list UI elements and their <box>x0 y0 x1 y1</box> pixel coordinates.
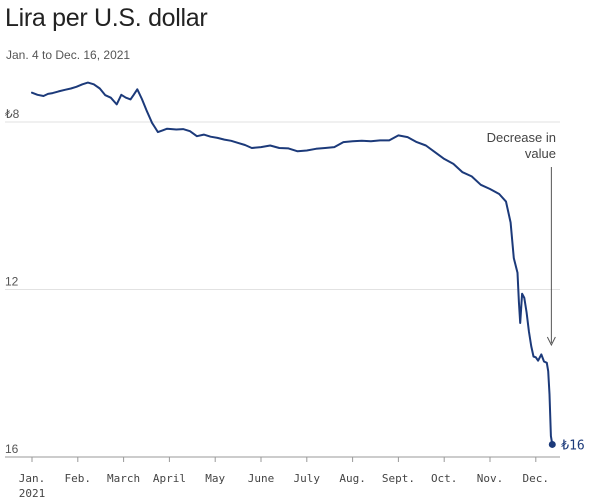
end-point-marker <box>548 440 556 448</box>
x-tick-label-3: April <box>153 472 186 485</box>
x-year-label: 2021 <box>19 487 46 500</box>
y-tick-label-12: 12 <box>5 275 19 289</box>
x-tick-label-7: Aug. <box>339 472 366 485</box>
y-tick-label-8: ₺8 <box>5 107 20 121</box>
x-tick-label-5: June <box>248 472 275 485</box>
x-tick-label-8: Sept. <box>382 472 415 485</box>
annotation-arrow-head <box>546 336 556 347</box>
x-tick-label-2: March <box>107 472 140 485</box>
x-tick-label-11: Dec. <box>523 472 550 485</box>
x-tick-label-9: Oct. <box>431 472 458 485</box>
x-tick-label-4: May <box>205 472 225 485</box>
annotation-text-line-0: Decrease in <box>487 130 556 145</box>
x-tick-label-1: Feb. <box>65 472 92 485</box>
series-line-0 <box>31 81 554 446</box>
chart-title: Lira per U.S. dollar <box>5 4 208 32</box>
y-tick-label-16: 16 <box>5 442 19 456</box>
x-tick-label-0: Jan. <box>19 472 46 485</box>
x-tick-label-10: Nov. <box>477 472 504 485</box>
end-point-label: ₺16 <box>561 438 584 453</box>
chart-subtitle: Jan. 4 to Dec. 16, 2021 <box>6 48 131 62</box>
x-tick-label-6: July <box>294 472 321 485</box>
annotation-text-line-1: value <box>525 146 556 161</box>
